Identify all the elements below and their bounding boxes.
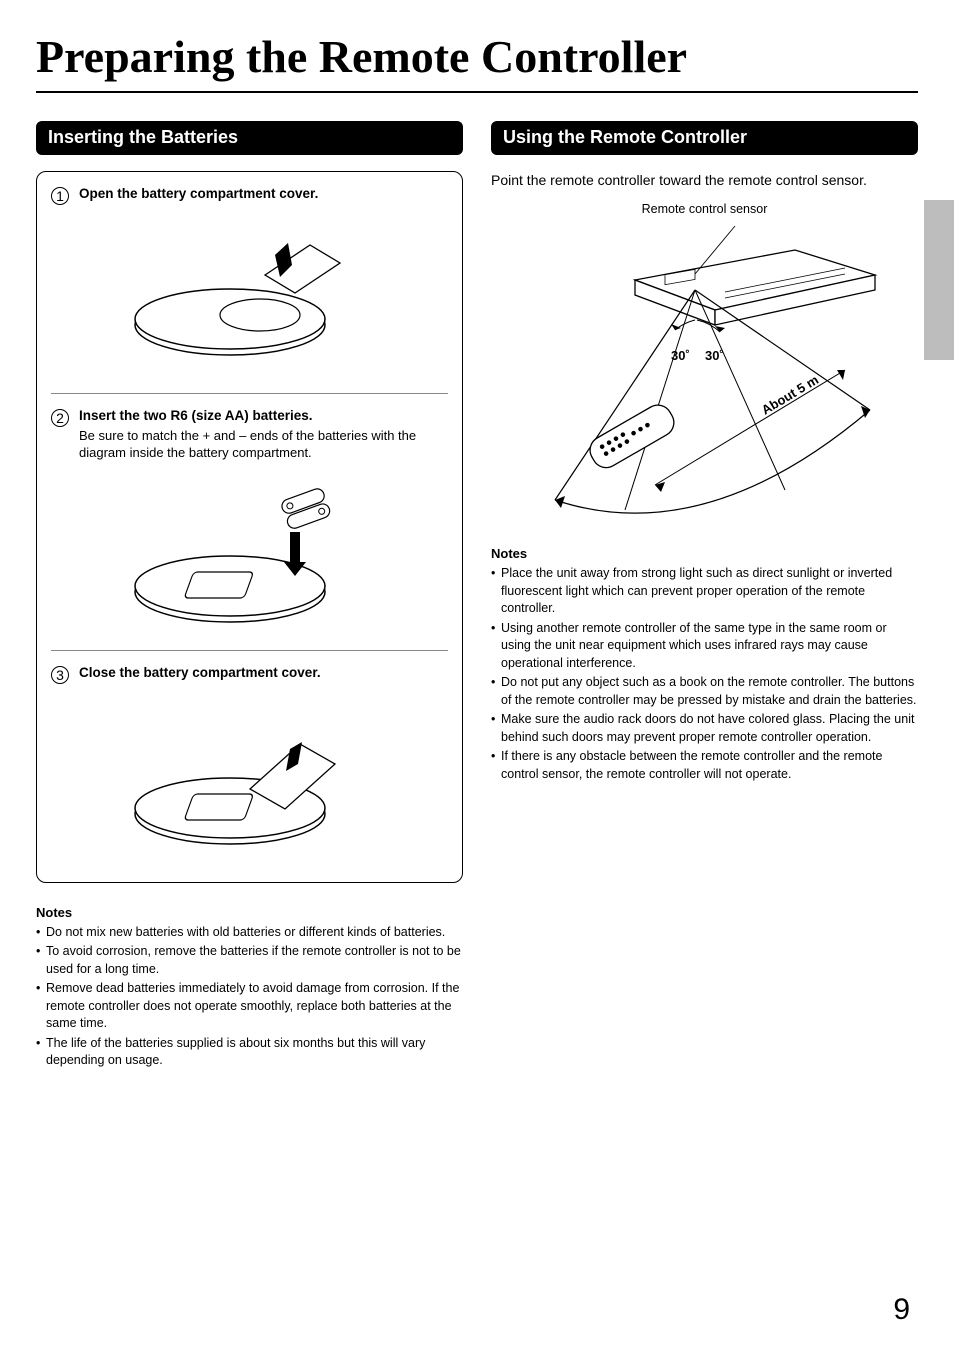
- step-3: 3 Close the battery compartment cover.: [51, 665, 448, 684]
- notes-list-right: Place the unit away from strong light su…: [491, 565, 918, 783]
- note-item: Make sure the audio rack doors do not ha…: [491, 711, 918, 746]
- notes-heading: Notes: [491, 546, 918, 561]
- sensor-caption: Remote control sensor: [491, 202, 918, 216]
- title-rule: [36, 91, 918, 93]
- section-header-using-remote: Using the Remote Controller: [491, 121, 918, 155]
- step-number-icon: 3: [51, 666, 69, 684]
- step-title: Open the battery compartment cover.: [79, 186, 318, 201]
- intro-paragraph: Point the remote controller toward the r…: [491, 171, 918, 191]
- page-number: 9: [893, 1293, 910, 1327]
- angle-label-left: 30˚: [671, 348, 690, 363]
- step-1: 1 Open the battery compartment cover.: [51, 186, 448, 205]
- steps-box: 1 Open the battery compartment cover.: [36, 171, 463, 883]
- note-item: The life of the batteries supplied is ab…: [36, 1035, 463, 1070]
- right-column: Using the Remote Controller Point the re…: [491, 121, 918, 1072]
- note-item: Do not mix new batteries with old batter…: [36, 924, 463, 942]
- section-header-text: Using the Remote Controller: [503, 127, 747, 149]
- illustration-insert-batteries: [51, 472, 448, 632]
- step-description: Be sure to match the + and – ends of the…: [79, 427, 448, 462]
- step-2: 2 Insert the two R6 (size AA) batteries.…: [51, 408, 448, 462]
- note-item: Place the unit away from strong light su…: [491, 565, 918, 618]
- two-column-layout: Inserting the Batteries 1 Open the batte…: [36, 121, 918, 1072]
- illustration-open-cover: [51, 215, 448, 375]
- section-header-text: Inserting the Batteries: [48, 127, 238, 149]
- left-column: Inserting the Batteries 1 Open the batte…: [36, 121, 463, 1072]
- illustration-remote-range: 30˚ 30˚ About 5 m: [491, 220, 918, 520]
- step-divider: [51, 650, 448, 651]
- step-number-icon: 2: [51, 409, 69, 427]
- distance-label: About 5 m: [758, 372, 820, 418]
- notes-list-left: Do not mix new batteries with old batter…: [36, 924, 463, 1070]
- angle-label-right: 30˚: [705, 348, 724, 363]
- step-title: Close the battery compartment cover.: [79, 665, 321, 680]
- step-divider: [51, 393, 448, 394]
- side-index-tab: [924, 200, 954, 360]
- section-header-inserting-batteries: Inserting the Batteries: [36, 121, 463, 155]
- note-item: Remove dead batteries immediately to avo…: [36, 980, 463, 1033]
- note-item: Do not put any object such as a book on …: [491, 674, 918, 709]
- note-item: Using another remote controller of the s…: [491, 620, 918, 673]
- step-title: Insert the two R6 (size AA) batteries.: [79, 408, 313, 423]
- note-item: To avoid corrosion, remove the batteries…: [36, 943, 463, 978]
- note-item: If there is any obstacle between the rem…: [491, 748, 918, 783]
- page-title: Preparing the Remote Controller: [36, 30, 918, 83]
- step-number-icon: 1: [51, 187, 69, 205]
- notes-heading: Notes: [36, 905, 463, 920]
- illustration-close-cover: [51, 694, 448, 854]
